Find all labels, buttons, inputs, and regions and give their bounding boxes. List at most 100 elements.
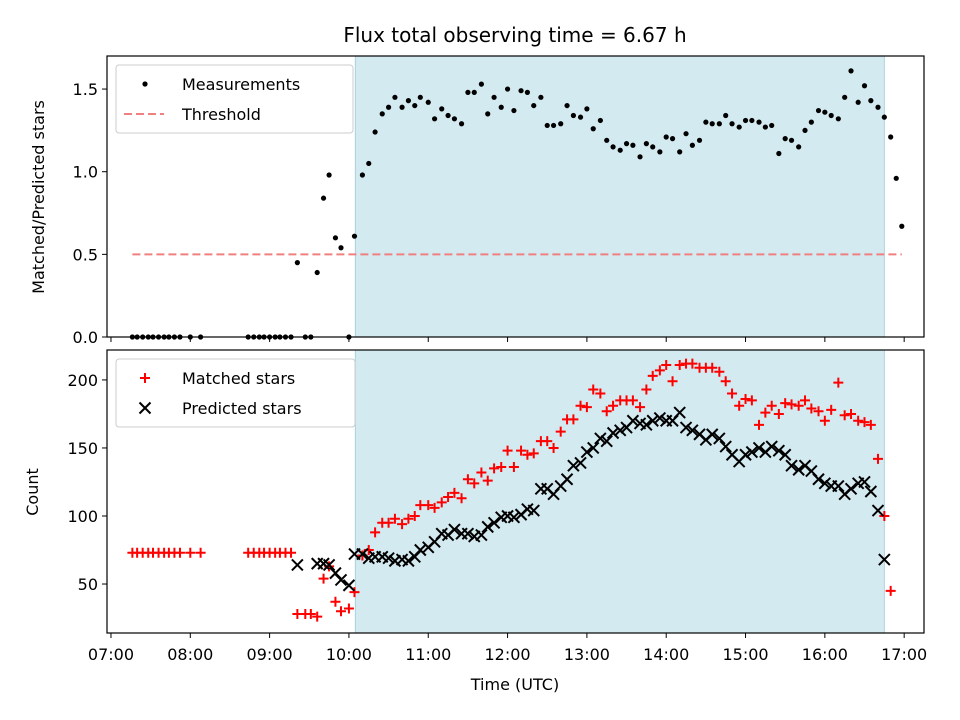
measurement-point [465,89,471,95]
measurement-point [822,109,828,115]
predicted-star-point [580,445,594,459]
measurement-point [796,144,802,150]
measurement-point [524,89,530,95]
predicted-star-point [785,459,798,472]
matched-star-point [383,517,394,528]
matched-star-point [627,395,638,406]
measurement-point [742,117,749,124]
matched-star-point [885,585,896,596]
bottom-panel-y-axis-label: Count [23,468,42,516]
x-tick-label: 10:00 [326,645,372,664]
measurement-point [893,175,899,181]
measurement-point [617,147,623,153]
measurement-point [663,134,669,140]
y-tick-label: 1.5 [73,80,98,99]
measurement-point [451,116,458,122]
predicted-star-point [322,558,336,572]
measurement-point [314,269,320,276]
predicted-star-point [606,426,620,440]
predicted-star-point [291,558,304,572]
matched-star-point [305,608,316,619]
matched-star-point [813,406,824,417]
y-tick-label: 0.0 [73,328,98,347]
measurement-point [630,142,636,148]
matched-star-point [496,462,507,473]
matched-star-point [476,467,487,478]
matched-star-point [839,410,850,421]
matched-star-point [865,419,876,430]
measurement-point [445,112,451,119]
legend-box [115,64,354,134]
measurement-point [478,81,484,87]
predicted-star-point [871,504,885,517]
measurement-point [385,104,392,110]
measurement-point [855,99,861,105]
measurement-point [828,112,834,119]
y-tick-label: 150 [67,439,98,458]
measurement-point [842,94,848,100]
matched-star-point [674,359,685,370]
x-tick-label: 09:00 [247,645,293,664]
predicted-star-point [844,482,858,495]
top-panel-x-ticks [110,337,905,342]
bottom-panel-series [127,358,896,622]
predicted-star-point [475,528,488,542]
measurement-point [538,94,544,100]
x-axis-label: Time (UTC) [470,675,559,694]
measurement-point [788,137,795,143]
top-panel-y-axis-label: Matched/Predicted stars [29,100,48,294]
matched-star-point [330,596,341,607]
bottom-panel: 50 100 150 200 07:00 08:00 09:00 10:00 11:00 12:… [23,349,927,664]
measurement-point [504,86,511,92]
measurement-point [597,117,603,124]
predicted-star-point [527,504,540,517]
matched-star-point [349,587,360,598]
predicted-star-point [481,520,494,534]
matched-star-point [555,426,566,437]
top-panel-legend: Measurements Threshold [115,64,354,134]
legend-marker [138,401,152,415]
legend-label: Threshold [181,105,261,124]
matched-star-point [462,474,473,485]
predicted-star-point [342,579,356,592]
matched-star-point [436,497,447,508]
predicted-star-point [414,543,427,557]
matched-star-point [429,502,440,513]
x-tick-label: 07:00 [88,645,134,664]
predicted-star-point [832,479,845,493]
measurement-point [471,89,477,95]
matched-star-point [773,408,784,419]
measurement-point [677,149,683,155]
matched-star-point [667,376,678,387]
measurement-point [762,124,768,130]
matched-star-point [312,611,323,622]
predicted-star-point [812,473,825,486]
matched-star-point [516,445,527,456]
measurement-point [359,172,366,178]
matched-star-point [786,399,797,410]
matched-star-point [641,384,652,395]
measurement-point [366,160,372,167]
measurement-point [531,102,537,109]
measurement-point [623,141,630,147]
measurement-point [683,131,689,137]
measurement-point [405,98,412,104]
matched-star-point [389,513,400,524]
measurement-point [439,106,445,112]
predicted-star-point [878,553,891,566]
predicted-star-point [461,527,475,540]
matched-star-point [647,370,658,381]
predicted-star-point [507,511,521,524]
shaded-observing-window [354,349,885,634]
matched-star-point [403,513,414,524]
measurement-point [485,111,491,117]
measurement-point [709,121,715,127]
matched-star-point [195,547,206,558]
measurement-point [491,94,497,100]
measurement-point [399,104,405,110]
matched-star-point [522,449,533,460]
x-tick-label: 08:00 [167,645,213,664]
matched-star-point [720,376,731,387]
measurement-point [875,104,881,110]
predicted-star-point [626,414,640,427]
